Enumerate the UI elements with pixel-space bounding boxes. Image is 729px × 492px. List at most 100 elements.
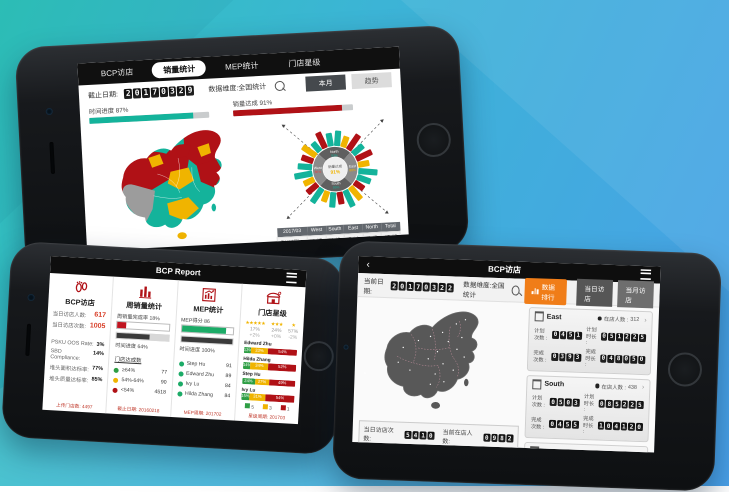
person-score: 89: [225, 373, 231, 379]
camera-dot: [27, 294, 34, 301]
china-map-svg: [89, 118, 277, 251]
radial-center-label: 销量达成: [328, 163, 343, 169]
chevron-right-icon: ›: [642, 384, 645, 391]
dimension-label: 数据维度:全国统计: [208, 81, 266, 94]
bar-fill: [181, 325, 225, 333]
star-summary: ★★★★★17%+2% ★★★24%+0% ★57%-2%: [244, 320, 298, 341]
person-score: 84: [224, 393, 230, 399]
tab-store-rating[interactable]: 门店星级: [277, 53, 332, 72]
person-name: Hilda Zhang: [185, 391, 213, 399]
kv-label: 当日访店人数:: [53, 309, 87, 319]
col-title: MEP统计: [181, 303, 235, 316]
tab-mep-stats[interactable]: MEP统计: [214, 56, 270, 75]
store-icon: [530, 446, 539, 452]
radial-center-value: 91%: [330, 169, 341, 176]
stack-legend: 5 3 1: [240, 402, 294, 412]
dimension-label: 数据维度:全国统计: [463, 278, 505, 299]
table-cell: 99%: [327, 245, 345, 251]
bar-fill: [117, 322, 127, 328]
month-button[interactable]: 本月: [305, 74, 346, 91]
tab-bcp-visit[interactable]: BCP访店: [89, 63, 144, 82]
report-col-weekly-sales: 周销量统计 周销量完成率 18% 时间进度 64% 门店达成数 ≥64%77 5…: [106, 277, 178, 417]
tab-month-visits[interactable]: 当月访店: [617, 280, 654, 308]
status-dot-green: [114, 367, 119, 372]
store-icon: [532, 379, 541, 389]
kv-value: 77%: [92, 365, 103, 374]
dot-label: 54%-64%: [121, 377, 144, 384]
table-cell: YR: [278, 247, 309, 252]
quadrant-east-value: 88%: [349, 167, 356, 171]
person-score: 91: [226, 363, 232, 369]
trend-button[interactable]: 趋势: [351, 72, 392, 89]
dot-label: ≥64%: [122, 367, 136, 374]
ratio-value: 80%: [501, 452, 513, 453]
bar-label: 时间进度 64%: [115, 342, 169, 352]
search-icon[interactable]: [512, 285, 520, 295]
kv-value: 617: [94, 312, 106, 321]
home-button[interactable]: [303, 340, 335, 372]
star-delta: -2%: [288, 334, 298, 341]
region-card-west[interactable]: West 在店人数 :347› 计划次数 :0468 计划时长 :031261 …: [522, 442, 648, 453]
menu-icon[interactable]: [640, 269, 651, 280]
quadrant-west-value: 86%: [315, 169, 322, 173]
region-people: 312: [630, 317, 639, 323]
home-button[interactable]: [667, 352, 702, 387]
person-score: 84: [225, 383, 231, 389]
rank-button[interactable]: 数据排行: [524, 277, 566, 304]
region-name: South: [544, 381, 564, 389]
visits-label: 当日访店次数:: [363, 424, 400, 443]
search-icon[interactable]: [274, 80, 285, 91]
table-cell: 4.48: [326, 234, 344, 246]
people-dot-icon: [597, 316, 602, 321]
kv-label: 堆头面积达标率:: [50, 363, 90, 373]
person-name: Ivy Lu: [185, 381, 199, 388]
home-button[interactable]: [416, 122, 452, 158]
region-people: 438: [628, 384, 637, 390]
phone-left-report: BCP Report BCP访店 当日访店人数:617 当日访店次数:1005 …: [1, 241, 345, 455]
bar-fill: [117, 332, 150, 339]
person-name: Step Hu: [186, 361, 205, 368]
ratio-progress: [404, 447, 497, 452]
table-cell: 101%: [308, 246, 327, 252]
people-dot-icon: [593, 451, 598, 452]
col-title: 门店星级: [246, 307, 300, 320]
table-cell: RMI (亿): [277, 236, 308, 249]
china-map-gray[interactable]: [359, 301, 521, 418]
instore-label: 当前在店人数:: [442, 427, 479, 446]
col-title: BCP访店: [53, 296, 107, 309]
kv-label: PSKU OOS Rate:: [51, 339, 94, 347]
rank-bars-icon: [532, 288, 539, 294]
dot-label: <54%: [121, 387, 135, 394]
radial-sales-chart[interactable]: North 93% East 88% South 95% West 86% 销量…: [274, 112, 395, 226]
col-title: 周销量统计: [117, 300, 171, 313]
col-footer: 截止日期: 20160218: [107, 405, 170, 415]
dot-value: 77: [161, 369, 167, 375]
kv-value: 3%: [96, 341, 104, 347]
tab-today-visits[interactable]: 当日访店: [576, 279, 613, 307]
dot-value: 90: [161, 379, 167, 385]
report-title: BCP Report: [156, 266, 201, 277]
date-label: 当前日期:: [363, 275, 385, 296]
store-icon: [535, 311, 544, 321]
bar-fill: [181, 336, 232, 344]
quadrant-south-value: 95%: [333, 185, 340, 189]
col-footer: MEP周期: 201702: [171, 409, 234, 419]
tab-sales-stats[interactable]: 销量统计: [152, 60, 207, 79]
menu-icon[interactable]: [286, 273, 297, 284]
china-map-colored[interactable]: leading time gone < 10% vs. time gone > …: [89, 118, 279, 251]
speaker-slot: [49, 142, 55, 174]
person-name: Edward Zhu: [186, 371, 214, 379]
